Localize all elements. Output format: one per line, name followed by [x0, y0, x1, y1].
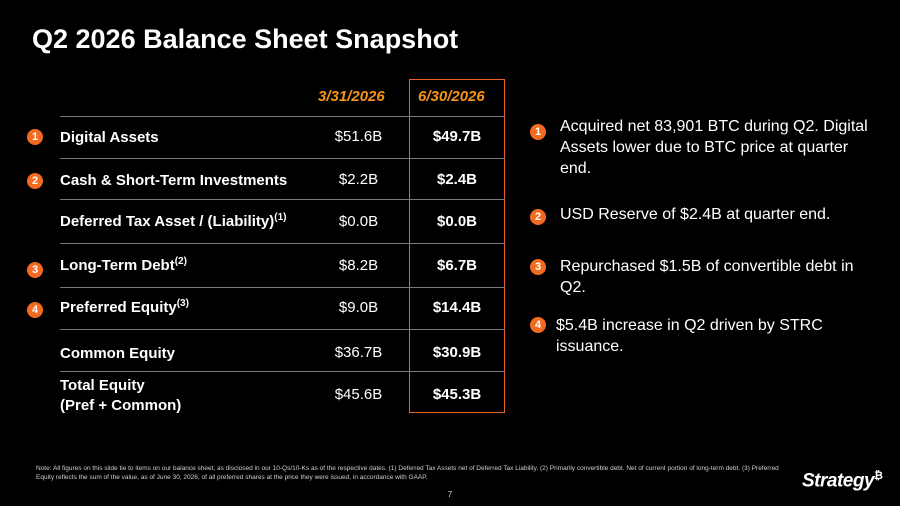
table-divider: [60, 287, 505, 288]
current-quarter-highlight: [409, 79, 505, 413]
strategy-logo: Strategy₿: [802, 470, 883, 492]
note-text: Acquired net 83,901 BTC during Q2. Digit…: [560, 118, 868, 177]
table-row-label: Preferred Equity(3): [60, 298, 189, 316]
note-text: USD Reserve of $2.4B at quarter end.: [560, 206, 831, 223]
note-badge: 2: [530, 209, 546, 225]
page-title: Q2 2026 Balance Sheet Snapshot: [32, 24, 459, 54]
table-cell-q2: $49.7B: [432, 128, 482, 145]
row-badge: 3: [27, 262, 43, 278]
table-divider: [60, 371, 505, 372]
table-divider: [60, 243, 505, 244]
row-badge: 1: [27, 129, 43, 145]
table-cell-q1: $0.0B: [338, 213, 379, 230]
table-cell-q2: $30.9B: [432, 344, 482, 361]
table-divider: [60, 158, 505, 159]
total-equity-label: Total Equity (Pref + Common): [60, 377, 182, 414]
note-text: Repurchased $1.5B of convertible debt in…: [560, 258, 854, 296]
page-number: 7: [447, 490, 453, 499]
table-cell-q2: $14.4B: [432, 299, 482, 316]
note-badge: 4: [530, 317, 546, 333]
table-cell-q2: $6.7B: [436, 257, 478, 274]
table-row-label: Cash & Short-Term Investments: [60, 172, 288, 189]
table-row-label: Deferred Tax Asset / (Liability)(1): [60, 212, 287, 230]
column-header-q2: 6/30/2026: [418, 88, 485, 105]
table-cell-q1: $36.7B: [334, 344, 383, 361]
table-row-label: Common Equity: [60, 345, 175, 362]
table-row-label: Digital Assets: [60, 129, 159, 146]
row-badge: 4: [27, 302, 43, 318]
footnote: Note: All figures on this slide tie to i…: [36, 465, 779, 481]
column-header-q1: 3/31/2026: [318, 88, 385, 105]
table-divider: [60, 116, 505, 117]
table-cell-q2: $2.4B: [436, 171, 478, 188]
table-divider: [60, 329, 505, 330]
table-cell-q1: $51.6B: [334, 128, 383, 145]
total-cell-q1: $45.6B: [334, 386, 383, 403]
note-badge: 3: [530, 259, 546, 275]
table-divider: [60, 199, 505, 200]
note-text: $5.4B increase in Q2 driven by STRC issu…: [556, 317, 823, 355]
table-row-label: Long-Term Debt(2): [60, 256, 187, 274]
row-badge: 2: [27, 173, 43, 189]
table-cell-q1: $8.2B: [338, 257, 379, 274]
total-cell-q2: $45.3B: [432, 386, 482, 403]
table-cell-q1: $9.0B: [338, 299, 379, 316]
table-cell-q1: $2.2B: [338, 171, 379, 188]
table-cell-q2: $0.0B: [436, 213, 478, 230]
note-badge: 1: [530, 124, 546, 140]
